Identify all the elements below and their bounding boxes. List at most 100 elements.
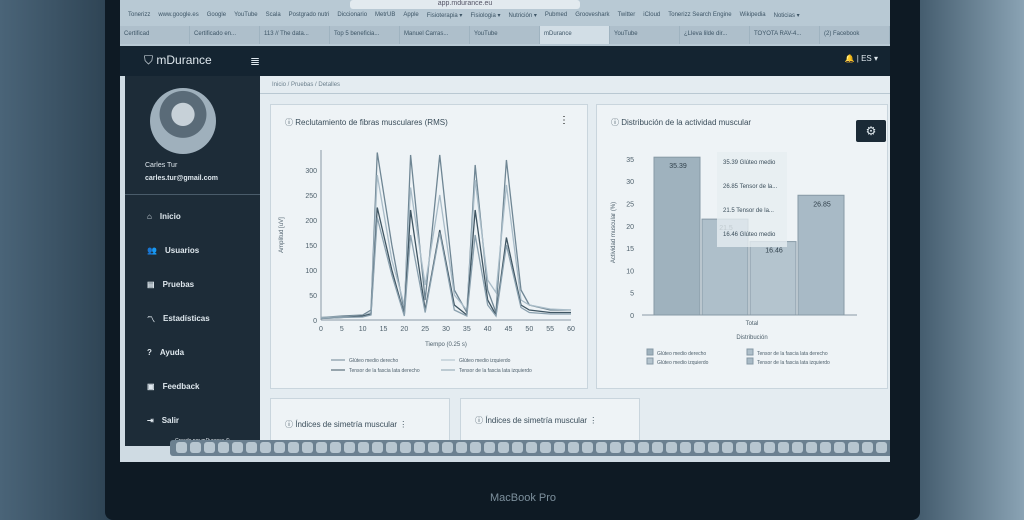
browser-tab[interactable]: Top 5 beneficia... [330,26,400,44]
dock-app-icon[interactable] [638,442,649,453]
dock-app-icon[interactable] [834,442,845,453]
dock-app-icon[interactable] [526,442,537,453]
dock-app-icon[interactable] [680,442,691,453]
dock-app-icon[interactable] [750,442,761,453]
bookmark[interactable]: Google [206,12,227,18]
bookmark[interactable]: Pubmed [544,12,568,18]
dock-app-icon[interactable] [596,442,607,453]
dock-app-icon[interactable] [386,442,397,453]
logo[interactable]: ⛉ mDurance [144,53,212,68]
browser-tab[interactable]: (2) Facebook [820,26,890,44]
info-icon[interactable]: ⓘ [475,416,483,425]
browser-tab[interactable]: ¿Lleva lilde dir... [680,26,750,44]
dock-app-icon[interactable] [428,442,439,453]
dock-app-icon[interactable] [666,442,677,453]
bookmark[interactable]: MetrUB [375,12,396,18]
dock-app-icon[interactable] [470,442,481,453]
dock-app-icon[interactable] [330,442,341,453]
sidebar-item-inicio[interactable]: ⌂ Inicio [147,212,181,221]
bookmark[interactable]: Fisioterapia ▾ [426,13,463,19]
browser-tab[interactable]: TOYOTA RAV-4... [750,26,820,44]
info-icon[interactable]: ⓘ [285,118,293,127]
dock-app-icon[interactable] [512,442,523,453]
browser-tab[interactable]: mDurance [540,26,610,44]
dock-app-icon[interactable] [442,442,453,453]
settings-gear-button[interactable]: ⚙ [856,120,886,142]
language-select[interactable]: ES ▾ [861,54,878,63]
more-options-icon[interactable]: ⋮ [399,420,408,429]
dock-app-icon[interactable] [652,442,663,453]
bookmark[interactable]: Postgrado nutri [288,12,330,18]
browser-tab[interactable]: YouTube [470,26,540,44]
dock-app-icon[interactable] [414,442,425,453]
dock-app-icon[interactable] [176,442,187,453]
hamburger-icon[interactable]: ≣ [250,54,261,68]
bookmark[interactable]: Scala [265,12,281,18]
dock-app-icon[interactable] [778,442,789,453]
dock-app-icon[interactable] [218,442,229,453]
dock-app-icon[interactable] [232,442,243,453]
dock-app-icon[interactable] [190,442,201,453]
bookmark[interactable]: Fisiologia ▾ [470,13,501,19]
dock-app-icon[interactable] [302,442,313,453]
dock-app-icon[interactable] [806,442,817,453]
browser-tab[interactable]: Certificado en... [190,26,260,44]
browser-tab[interactable]: YouTube [610,26,680,44]
dock-app-icon[interactable] [694,442,705,453]
dock-app-icon[interactable] [274,442,285,453]
bookmark[interactable]: www.google.es [158,12,199,18]
dock-app-icon[interactable] [764,442,775,453]
dock-app-icon[interactable] [288,442,299,453]
dock-app-icon[interactable] [624,442,635,453]
dock-app-icon[interactable] [246,442,257,453]
sidebar-item-estadísticas[interactable]: 〽 Estadísticas [147,314,210,325]
sidebar-item-salir[interactable]: ⇥ Salir [147,416,179,425]
dock-app-icon[interactable] [344,442,355,453]
bookmark[interactable]: Apple [403,12,419,18]
dock-app-icon[interactable] [848,442,859,453]
bookmark[interactable]: Grooveshark [575,12,610,18]
sidebar-item-pruebas[interactable]: ▤ Pruebas [147,280,194,289]
dock-app-icon[interactable] [876,442,887,453]
sidebar-item-feedback[interactable]: ▣ Feedback [147,382,199,391]
dock-app-icon[interactable] [498,442,509,453]
dock-app-icon[interactable] [554,442,565,453]
bookmark[interactable]: Twitter [617,12,636,18]
dock-app-icon[interactable] [456,442,467,453]
dock-app-icon[interactable] [540,442,551,453]
url-bar[interactable]: app.mdurance.eu [350,0,580,9]
dock-app-icon[interactable] [372,442,383,453]
more-options-icon[interactable]: ⋮ [589,416,598,425]
browser-tab[interactable]: Manuel Carras... [400,26,470,44]
dock-app-icon[interactable] [610,442,621,453]
bookmark[interactable]: Tonerizz [128,12,151,18]
sidebar-item-ayuda[interactable]: ? Ayuda [147,348,184,357]
bookmark[interactable]: YouTube [234,12,258,18]
dock-app-icon[interactable] [568,442,579,453]
dock-app-icon[interactable] [260,442,271,453]
dock-app-icon[interactable] [792,442,803,453]
bookmark[interactable]: Noticias ▾ [773,13,800,19]
more-options-icon[interactable]: ⋮ [559,115,569,126]
dock-app-icon[interactable] [400,442,411,453]
dock-app-icon[interactable] [862,442,873,453]
browser-tab[interactable]: 113 // The data... [260,26,330,44]
bell-icon[interactable]: 🔔 [844,54,855,63]
dock-app-icon[interactable] [722,442,733,453]
bookmark[interactable]: Tonerizz Search Engine [668,12,732,18]
dock-app-icon[interactable] [736,442,747,453]
dock-app-icon[interactable] [358,442,369,453]
bookmark[interactable]: Diccionario [337,12,368,18]
dock-app-icon[interactable] [204,442,215,453]
browser-tab[interactable]: Certificad [120,26,190,44]
bookmark[interactable]: Nutrición ▾ [508,13,537,19]
dock-app-icon[interactable] [484,442,495,453]
dock-app-icon[interactable] [582,442,593,453]
info-icon[interactable]: ⓘ [285,420,293,429]
info-icon[interactable]: ⓘ [611,118,619,127]
bookmark[interactable]: iCloud [643,12,661,18]
sidebar-item-usuarios[interactable]: 👥 Usuarios [147,246,199,255]
dock-app-icon[interactable] [316,442,327,453]
dock-app-icon[interactable] [820,442,831,453]
dock-app-icon[interactable] [708,442,719,453]
